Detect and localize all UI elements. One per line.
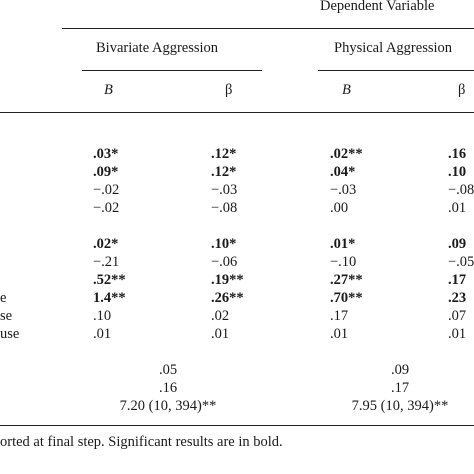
table-footnote: orted at final step. Significant results…	[0, 434, 283, 450]
table-cell: .17	[330, 308, 349, 324]
table-cell: .02	[211, 308, 230, 324]
table-cell: .04*	[330, 164, 356, 180]
table-cell: −.06	[211, 254, 238, 270]
table-cell: .01	[211, 326, 230, 342]
table-cell: .02*	[93, 236, 119, 252]
table-cell: .01	[448, 326, 467, 342]
dependent-variable-header: Dependent Variable	[320, 0, 435, 14]
table-cell: .02**	[330, 146, 363, 162]
table-cell: .70**	[330, 290, 363, 306]
col-header-beta-1: β	[225, 82, 233, 98]
group-rule-bivariate	[82, 70, 262, 71]
summary-value: .17	[390, 380, 410, 396]
table-cell: .12*	[211, 146, 237, 162]
header-rule-bottom	[0, 112, 474, 113]
summary-value: .09	[390, 362, 410, 378]
table-cell: −.08	[211, 200, 238, 216]
table-cell: −.05	[448, 254, 474, 270]
table-cell: .01*	[330, 236, 356, 252]
table-cell: .27**	[330, 272, 363, 288]
table-cell: .19**	[211, 272, 244, 288]
table-cell: .09	[448, 236, 467, 252]
header-rule-top	[62, 28, 474, 29]
table-cell: .10	[93, 308, 112, 324]
table-cell: .01	[448, 200, 467, 216]
table-cell: .01	[330, 326, 349, 342]
table-cell: .01	[93, 326, 112, 342]
table-cell: .10*	[211, 236, 237, 252]
table-cell: .12*	[211, 164, 237, 180]
table-cell: −.03	[330, 182, 357, 198]
col-header-b-2: B	[342, 82, 351, 98]
table-cell: .00	[330, 200, 349, 216]
summary-value: 7.95 (10, 394)**	[351, 398, 449, 414]
table-cell: .09*	[93, 164, 119, 180]
table-cell: −.08	[448, 182, 474, 198]
table-rule-bottom	[0, 425, 474, 426]
col-header-b-1: B	[104, 82, 113, 98]
summary-value: 7.20 (10, 394)**	[119, 398, 217, 414]
table-cell: −.03	[211, 182, 238, 198]
table-cell: −.02	[93, 200, 120, 216]
table-cell: −.21	[93, 254, 120, 270]
row-label: se	[0, 308, 13, 324]
group-rule-physical	[318, 70, 474, 71]
summary-value: .05	[158, 362, 178, 378]
group-header-bivariate: Bivariate Aggression	[96, 40, 219, 56]
col-header-beta-2: β	[458, 82, 466, 98]
row-label: use	[0, 326, 20, 342]
table-cell: .26**	[211, 290, 244, 306]
row-label: e	[0, 290, 7, 306]
table-cell: .10	[448, 164, 467, 180]
table-cell: .16	[448, 146, 467, 162]
table-cell: 1.4**	[93, 290, 126, 306]
table-cell: .23	[448, 290, 467, 306]
summary-value: .16	[158, 380, 178, 396]
table-cell: .52**	[93, 272, 126, 288]
group-header-physical: Physical Aggression	[334, 40, 453, 56]
table-cell: .07	[448, 308, 467, 324]
table-cell: .17	[448, 272, 467, 288]
table-cell: .03*	[93, 146, 119, 162]
table-cell: −.02	[93, 182, 120, 198]
table-cell: −.10	[330, 254, 357, 270]
